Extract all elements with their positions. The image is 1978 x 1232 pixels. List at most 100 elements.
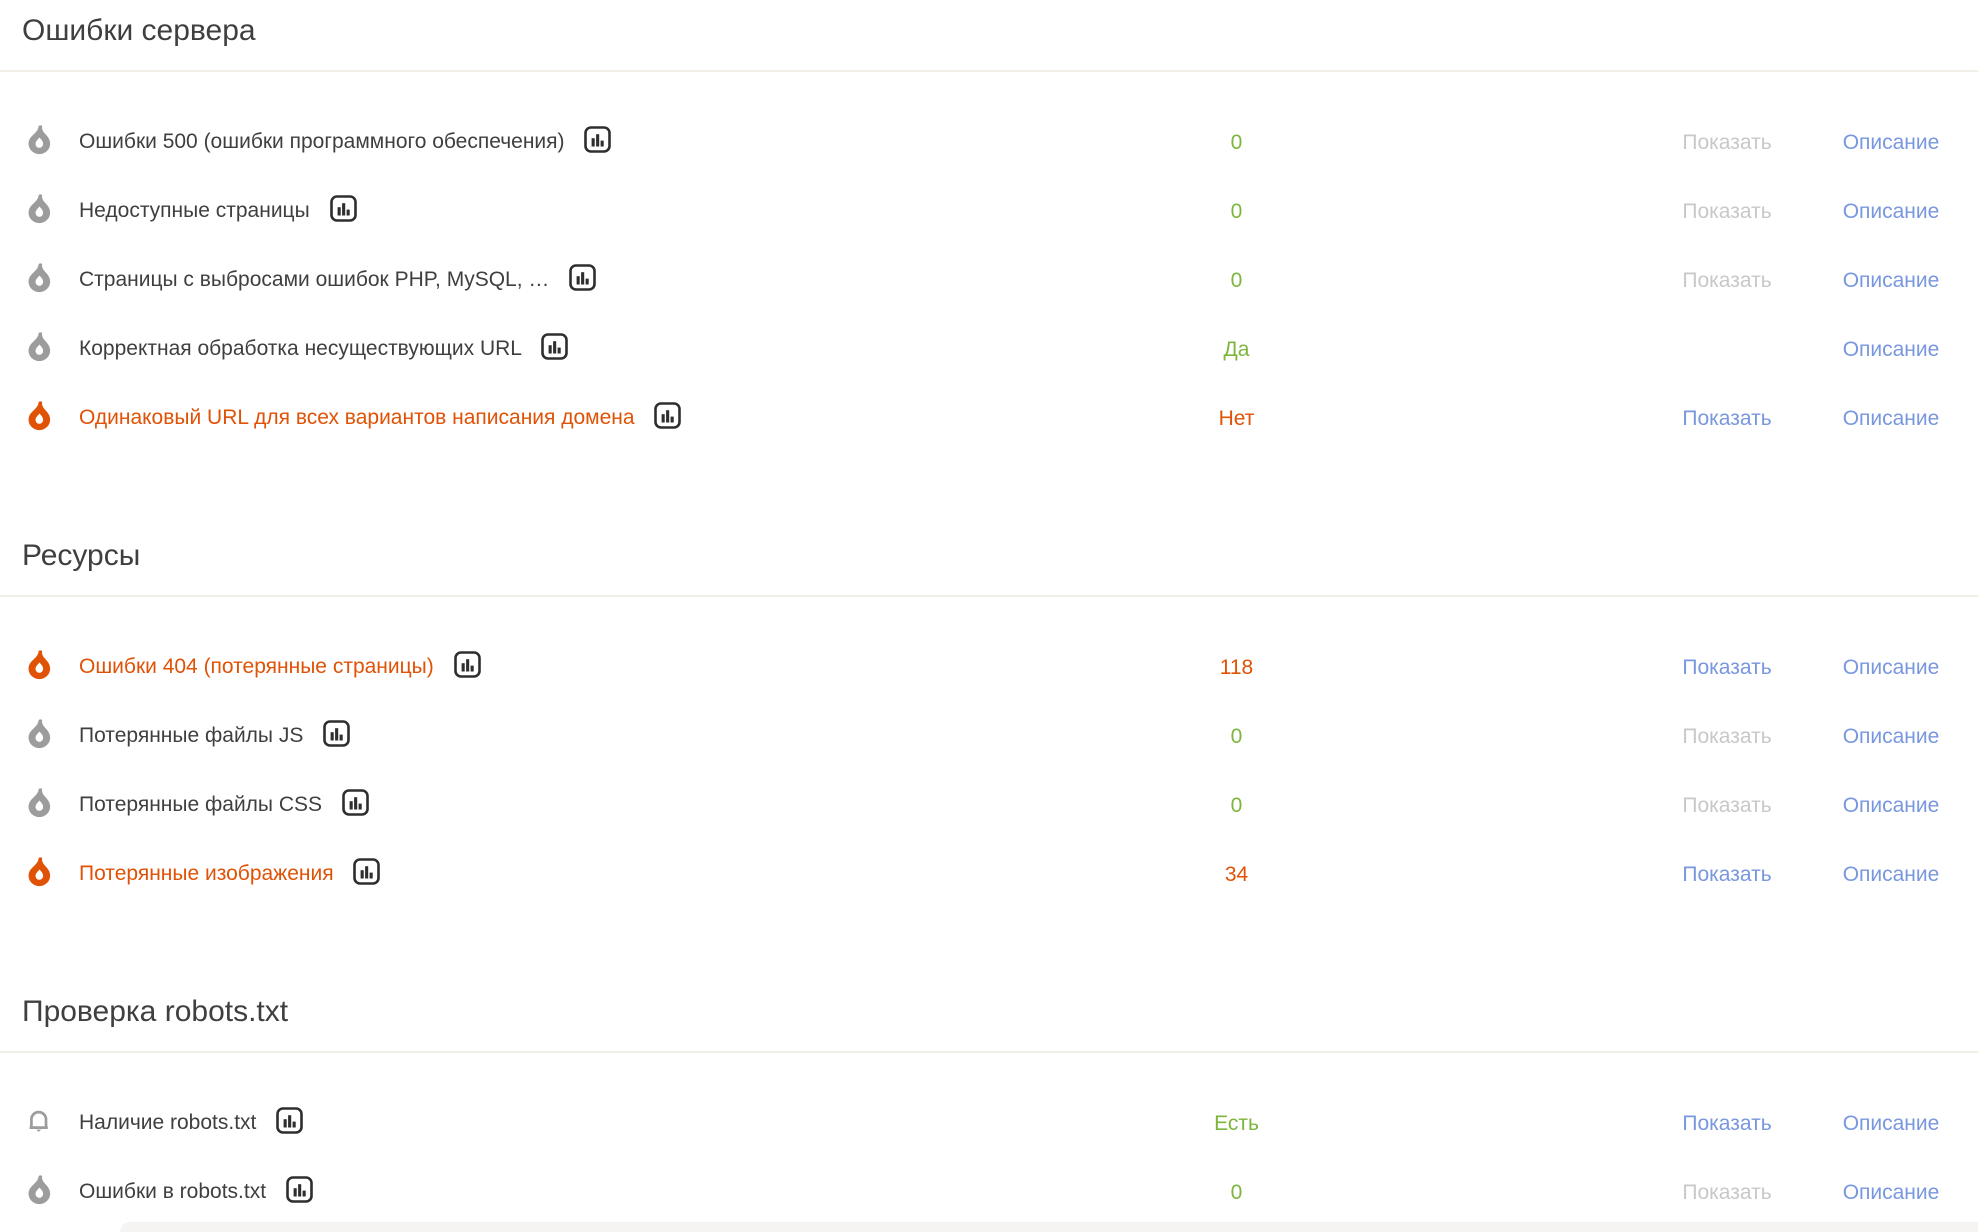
section-title: Ошибки сервера [22, 14, 256, 47]
row-status-icon-cell [0, 787, 79, 824]
description-link-cell: Описание [1828, 656, 1954, 680]
description-link-cell: Описание [1828, 1112, 1954, 1136]
row-value: 0 [1230, 1180, 1243, 1204]
flame-icon [25, 787, 53, 824]
audit-row: Потерянные изображения 34 Показать Описа… [0, 840, 1978, 909]
audit-section: Ресурсы Ошибки 404 (потерянные страницы)… [0, 535, 1978, 909]
flame-icon [25, 331, 53, 368]
row-value: Нет [1218, 406, 1255, 430]
description-link[interactable]: Описание [1842, 406, 1940, 430]
row-value: 0 [1230, 199, 1243, 223]
description-link[interactable]: Описание [1842, 268, 1940, 292]
flame-icon [25, 124, 53, 161]
row-status-icon-cell [0, 1107, 79, 1141]
description-link[interactable]: Описание [1842, 655, 1940, 679]
section-title: Проверка robots.txt [22, 995, 289, 1028]
description-link-cell: Описание [1828, 725, 1954, 749]
description-link[interactable]: Описание [1842, 199, 1940, 223]
show-link[interactable]: Показать [1682, 406, 1772, 430]
audit-row: Страницы с выбросами ошибок PHP, MySQL, … [0, 246, 1978, 315]
audit-section: Ошибки сервера Ошибки 500 (ошибки програ… [0, 10, 1978, 453]
bar-chart-icon[interactable] [453, 651, 481, 684]
show-link: Показать [1682, 793, 1772, 817]
section-divider [0, 70, 1978, 72]
row-status-icon-cell [0, 193, 79, 230]
row-label: Ошибки 500 (ошибки программного обеспече… [79, 130, 565, 153]
flame-icon [25, 400, 53, 437]
row-label: Ошибки 404 (потерянные страницы) [79, 655, 434, 678]
flame-icon [25, 262, 53, 299]
bar-chart-icon[interactable] [323, 720, 351, 753]
row-label: Потерянные файлы JS [79, 724, 304, 747]
row-label: Корректная обработка несуществующих URL [79, 337, 522, 360]
description-link[interactable]: Описание [1842, 793, 1940, 817]
show-link[interactable]: Показать [1682, 1111, 1772, 1135]
description-link-cell: Описание [1828, 863, 1954, 887]
row-value: 0 [1230, 268, 1243, 292]
show-link[interactable]: Показать [1682, 655, 1772, 679]
description-link-cell: Описание [1828, 407, 1954, 431]
audit-row: Одинаковый URL для всех вариантов написа… [0, 384, 1978, 453]
bar-chart-icon[interactable] [541, 333, 568, 366]
row-status-icon-cell [0, 124, 79, 161]
row-label: Недоступные страницы [79, 199, 310, 222]
section-rows: Наличие robots.txt Есть Показать Описани… [0, 1053, 1978, 1227]
bar-chart-icon[interactable] [286, 1176, 313, 1209]
section-title: Ресурсы [22, 539, 141, 572]
show-link-cell: Показать [1662, 1112, 1792, 1136]
show-link-cell: Показать [1662, 863, 1792, 887]
flame-icon [25, 1174, 53, 1211]
show-link-cell: Показать [1662, 407, 1792, 431]
description-link[interactable]: Описание [1842, 1180, 1940, 1204]
show-link-cell: Показать [1662, 656, 1792, 680]
row-label: Одинаковый URL для всех вариантов написа… [79, 406, 635, 429]
audit-row: Ошибки 404 (потерянные страницы) 118 Пок… [0, 633, 1978, 702]
description-link-cell: Описание [1828, 1181, 1954, 1205]
flame-icon [25, 856, 53, 893]
description-link[interactable]: Описание [1842, 337, 1940, 361]
show-link: Показать [1682, 130, 1772, 154]
audit-row: Потерянные файлы JS 0 Показать Описание [0, 702, 1978, 771]
row-status-icon-cell [0, 856, 79, 893]
bar-chart-icon[interactable] [276, 1107, 304, 1140]
audit-row: Потерянные файлы CSS 0 Показать Описание [0, 771, 1978, 840]
show-link: Показать [1682, 199, 1772, 223]
show-link: Показать [1682, 1180, 1772, 1204]
row-status-icon-cell [0, 262, 79, 299]
audit-row: Ошибки 500 (ошибки программного обеспече… [0, 108, 1978, 177]
row-value: 0 [1230, 130, 1243, 154]
description-link[interactable]: Описание [1842, 1111, 1940, 1135]
next-section-edge [120, 1222, 1978, 1232]
audit-row: Наличие robots.txt Есть Показать Описани… [0, 1089, 1978, 1158]
section-divider [0, 1051, 1978, 1053]
audit-row: Корректная обработка несуществующих URL … [0, 315, 1978, 384]
description-link[interactable]: Описание [1842, 130, 1940, 154]
flame-icon [25, 193, 53, 230]
show-link-cell: Показать [1662, 725, 1792, 749]
row-label: Наличие robots.txt [79, 1111, 257, 1134]
description-link-cell: Описание [1828, 338, 1954, 362]
description-link[interactable]: Описание [1842, 862, 1940, 886]
section-rows: Ошибки 500 (ошибки программного обеспече… [0, 72, 1978, 453]
bar-chart-icon[interactable] [569, 264, 597, 297]
bar-chart-icon[interactable] [342, 789, 369, 822]
description-link-cell: Описание [1828, 200, 1954, 224]
bar-chart-icon[interactable] [654, 402, 682, 435]
description-link-cell: Описание [1828, 131, 1954, 155]
description-link[interactable]: Описание [1842, 724, 1940, 748]
bar-chart-icon[interactable] [584, 126, 612, 159]
show-link[interactable]: Показать [1682, 862, 1772, 886]
row-value: 118 [1219, 655, 1254, 679]
bar-chart-icon[interactable] [329, 195, 357, 228]
flame-icon [25, 718, 53, 755]
show-link-cell: Показать [1662, 269, 1792, 293]
show-link-cell: Показать [1662, 1181, 1792, 1205]
bell-icon [25, 1107, 52, 1141]
row-value: 0 [1230, 793, 1243, 817]
show-link-cell: Показать [1662, 131, 1792, 155]
row-label: Потерянные файлы CSS [79, 793, 323, 816]
bar-chart-icon[interactable] [353, 858, 381, 891]
flame-icon [25, 649, 53, 686]
row-status-icon-cell [0, 649, 79, 686]
